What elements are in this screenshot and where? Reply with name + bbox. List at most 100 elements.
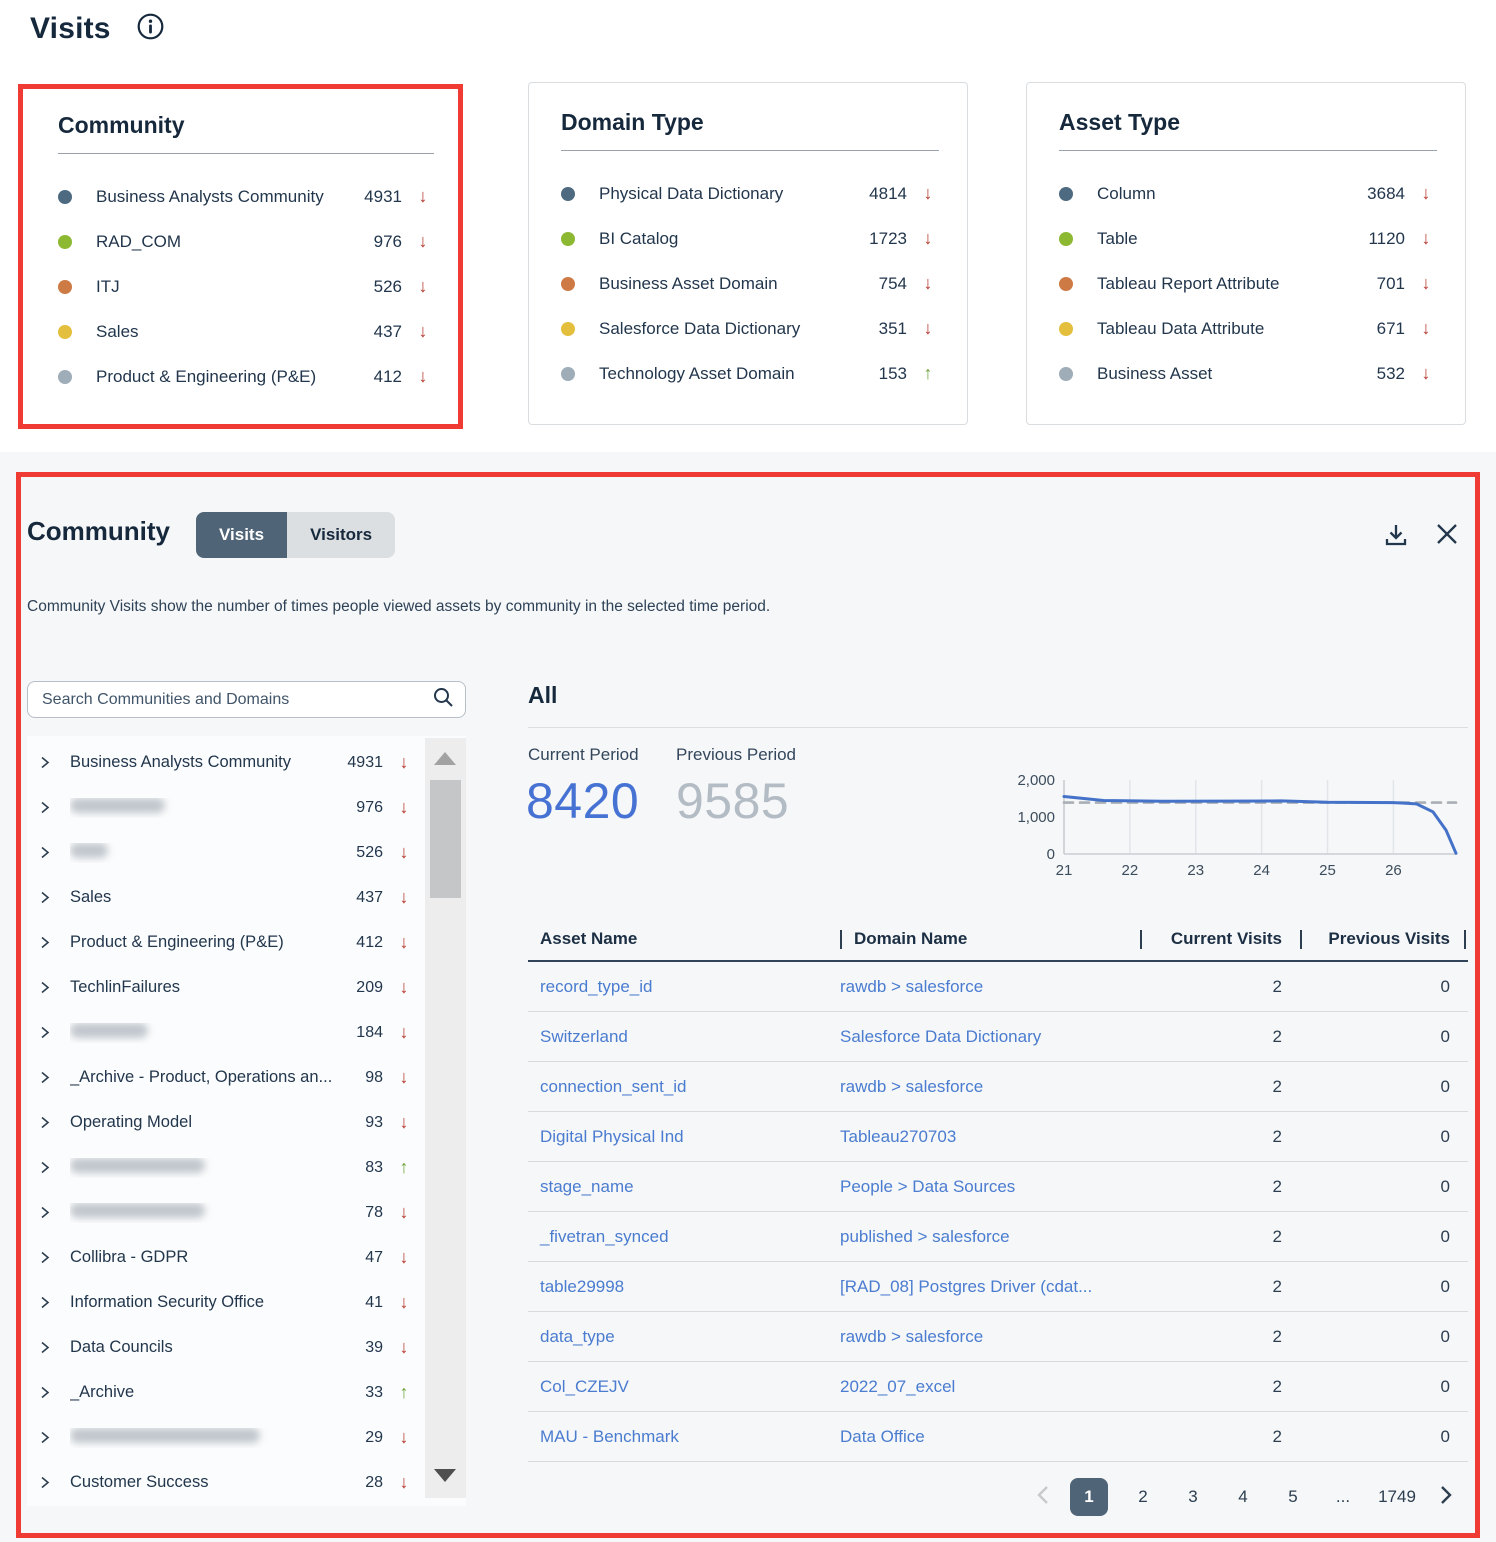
chevron-right-icon[interactable] bbox=[37, 1205, 52, 1220]
tree-item[interactable]: 78 ↓ bbox=[27, 1190, 425, 1235]
download-icon[interactable] bbox=[1382, 521, 1410, 554]
chevron-right-icon[interactable] bbox=[37, 1475, 52, 1490]
card-row[interactable]: Table 1120 ↓ bbox=[1059, 216, 1437, 261]
tree-item[interactable]: Sales 437 ↓ bbox=[27, 875, 425, 920]
card-row[interactable]: Tableau Data Attribute 671 ↓ bbox=[1059, 306, 1437, 351]
tree-item[interactable]: _Archive 33 ↑ bbox=[27, 1370, 425, 1415]
page-button-5[interactable]: 5 bbox=[1288, 1487, 1298, 1506]
tree-item[interactable]: Operating Model 93 ↓ bbox=[27, 1100, 425, 1145]
page-button-2[interactable]: 2 bbox=[1138, 1487, 1148, 1506]
chevron-right-icon[interactable] bbox=[37, 935, 52, 950]
domain-name-link[interactable]: Data Office bbox=[840, 1426, 925, 1446]
domain-name-link[interactable]: Salesforce Data Dictionary bbox=[840, 1026, 1042, 1046]
asset-name-link[interactable]: data_type bbox=[540, 1326, 615, 1346]
card-row[interactable]: Tableau Report Attribute 701 ↓ bbox=[1059, 261, 1437, 306]
tree-item[interactable]: Data Councils 39 ↓ bbox=[27, 1325, 425, 1370]
tab-visits[interactable]: Visits bbox=[196, 512, 288, 558]
domain-name-link[interactable]: People > Data Sources bbox=[840, 1176, 1016, 1196]
tree-item-value: 437 bbox=[356, 888, 383, 906]
trend-down-icon: ↓ bbox=[923, 318, 933, 338]
card-row[interactable]: Column 3684 ↓ bbox=[1059, 171, 1437, 216]
tree-item-label: TechlinFailures bbox=[70, 978, 181, 996]
table-row: record_type_id rawdb > salesforce 2 0 bbox=[528, 962, 1468, 1012]
previous-visits-value: 0 bbox=[1440, 1076, 1450, 1096]
card-row[interactable]: Sales 437 ↓ bbox=[58, 309, 434, 354]
chevron-right-icon[interactable] bbox=[37, 890, 52, 905]
scrollbar-thumb[interactable] bbox=[430, 780, 461, 898]
domain-name-link[interactable]: published > salesforce bbox=[840, 1226, 1010, 1246]
chevron-right-icon[interactable] bbox=[37, 1070, 52, 1085]
scrollbar[interactable] bbox=[425, 738, 466, 1498]
scrollbar-down-arrow[interactable] bbox=[434, 1469, 456, 1482]
card-item-value: 1120 bbox=[1368, 228, 1405, 248]
tree-item[interactable]: 83 ↑ bbox=[27, 1145, 425, 1190]
tree-item[interactable]: 184 ↓ bbox=[27, 1010, 425, 1055]
chevron-right-icon[interactable] bbox=[37, 800, 52, 815]
card-row[interactable]: RAD_COM 976 ↓ bbox=[58, 219, 434, 264]
scrollbar-up-arrow[interactable] bbox=[434, 752, 456, 765]
column-header-previous-visits[interactable]: Previous Visits bbox=[1300, 929, 1468, 949]
chevron-right-icon[interactable] bbox=[37, 1430, 52, 1445]
asset-name-link[interactable]: _fivetran_synced bbox=[540, 1226, 669, 1246]
chevron-right-icon[interactable] bbox=[37, 1340, 52, 1355]
chevron-right-icon[interactable] bbox=[37, 1115, 52, 1130]
page-button-1749[interactable]: 1749 bbox=[1378, 1487, 1416, 1506]
card-row[interactable]: Physical Data Dictionary 4814 ↓ bbox=[561, 171, 939, 216]
previous-page-icon[interactable] bbox=[1026, 1485, 1060, 1510]
tree-item[interactable]: Business Analysts Community 4931 ↓ bbox=[27, 740, 425, 785]
tree-item[interactable]: _Archive - Product, Operations an... 98 ↓ bbox=[27, 1055, 425, 1100]
domain-name-link[interactable]: [RAD_08] Postgres Driver (cdat... bbox=[840, 1276, 1093, 1296]
chevron-right-icon[interactable] bbox=[37, 1160, 52, 1175]
page-button-1[interactable]: 1 bbox=[1070, 1478, 1108, 1516]
asset-name-link[interactable]: Switzerland bbox=[540, 1026, 628, 1046]
search-input[interactable] bbox=[42, 690, 431, 709]
column-header-asset-name[interactable]: Asset Name bbox=[540, 929, 638, 948]
column-header-domain-name[interactable]: Domain Name bbox=[840, 929, 1140, 949]
card-row[interactable]: Product & Engineering (P&E) 412 ↓ bbox=[58, 354, 434, 399]
tree-item[interactable]: TechlinFailures 209 ↓ bbox=[27, 965, 425, 1010]
asset-name-link[interactable]: table29998 bbox=[540, 1276, 625, 1296]
tree-item[interactable]: Information Security Office 41 ↓ bbox=[27, 1280, 425, 1325]
tree-item[interactable]: 526 ↓ bbox=[27, 830, 425, 875]
trend-down-icon: ↓ bbox=[1421, 183, 1431, 203]
chevron-right-icon[interactable] bbox=[37, 1295, 52, 1310]
page-button-4[interactable]: 4 bbox=[1238, 1487, 1248, 1506]
domain-name-link[interactable]: rawdb > salesforce bbox=[840, 976, 984, 996]
tree-item[interactable]: Product & Engineering (P&E) 412 ↓ bbox=[27, 920, 425, 965]
search-icon[interactable] bbox=[431, 685, 455, 714]
close-icon[interactable] bbox=[1434, 521, 1460, 552]
card-row[interactable]: Business Analysts Community 4931 ↓ bbox=[58, 174, 434, 219]
chevron-right-icon[interactable] bbox=[37, 980, 52, 995]
tree-item[interactable]: Customer Success 28 ↓ bbox=[27, 1460, 425, 1505]
asset-name-link[interactable]: connection_sent_id bbox=[540, 1076, 687, 1096]
card-row[interactable]: ITJ 526 ↓ bbox=[58, 264, 434, 309]
chevron-right-icon[interactable] bbox=[37, 1250, 52, 1265]
trend-down-icon: ↓ bbox=[923, 228, 933, 248]
asset-name-link[interactable]: Digital Physical Ind bbox=[540, 1126, 684, 1146]
domain-name-link[interactable]: Tableau270703 bbox=[840, 1126, 957, 1146]
chevron-right-icon[interactable] bbox=[37, 1385, 52, 1400]
asset-name-link[interactable]: stage_name bbox=[540, 1176, 634, 1196]
tree-item[interactable]: Collibra - GDPR 47 ↓ bbox=[27, 1235, 425, 1280]
domain-name-link[interactable]: rawdb > salesforce bbox=[840, 1326, 984, 1346]
tab-visitors[interactable]: Visitors bbox=[287, 512, 396, 558]
chevron-right-icon[interactable] bbox=[37, 1025, 52, 1040]
card-row[interactable]: Salesforce Data Dictionary 351 ↓ bbox=[561, 306, 939, 351]
chevron-right-icon[interactable] bbox=[37, 845, 52, 860]
card-row[interactable]: Business Asset 532 ↓ bbox=[1059, 351, 1437, 396]
asset-name-link[interactable]: MAU - Benchmark bbox=[540, 1426, 679, 1446]
page-button-3[interactable]: 3 bbox=[1188, 1487, 1198, 1506]
domain-name-link[interactable]: 2022_07_excel bbox=[840, 1376, 956, 1396]
tree-item[interactable]: 29 ↓ bbox=[27, 1415, 425, 1460]
column-header-current-visits[interactable]: Current Visits bbox=[1140, 929, 1300, 949]
card-row[interactable]: BI Catalog 1723 ↓ bbox=[561, 216, 939, 261]
chevron-right-icon[interactable] bbox=[37, 755, 52, 770]
card-row[interactable]: Business Asset Domain 754 ↓ bbox=[561, 261, 939, 306]
next-page-icon[interactable] bbox=[1426, 1485, 1466, 1510]
info-icon[interactable] bbox=[137, 13, 164, 45]
asset-name-link[interactable]: Col_CZEJV bbox=[540, 1376, 629, 1396]
domain-name-link[interactable]: rawdb > salesforce bbox=[840, 1076, 984, 1096]
card-row[interactable]: Technology Asset Domain 153 ↑ bbox=[561, 351, 939, 396]
tree-item[interactable]: 976 ↓ bbox=[27, 785, 425, 830]
asset-name-link[interactable]: record_type_id bbox=[540, 976, 653, 996]
